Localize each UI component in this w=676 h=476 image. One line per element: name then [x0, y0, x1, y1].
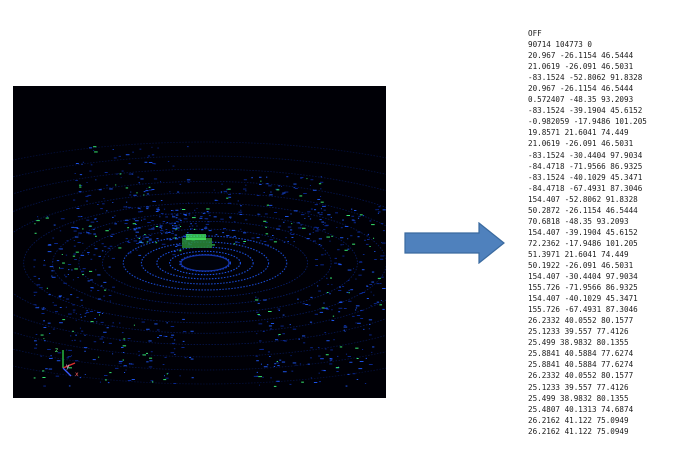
off-file-line: 26.2162 41.122 75.0949	[528, 415, 629, 425]
off-file-line: 50.2872 -26.1154 46.5444	[528, 205, 638, 215]
off-file-line: 154.407 -30.4404 97.9034	[528, 272, 638, 282]
off-file-line: 20.967 -26.1154 46.5444	[528, 51, 634, 61]
off-file-line: 154.407 -39.1904 45.6152	[528, 227, 638, 237]
off-file-line: 155.726 -67.4931 87.3046	[528, 305, 638, 315]
off-file-line: 21.0619 -26.091 46.5031	[528, 62, 634, 72]
axis-gizmo-icon: y x z	[55, 347, 79, 378]
off-file-line: 25.499 38.9832 80.1355	[528, 393, 629, 403]
off-file-line: -83.1524 -39.1904 45.6152	[528, 106, 643, 116]
off-file-line: 26.2332 40.0552 80.1577	[528, 371, 634, 381]
off-file-line: -84.4718 -71.9566 86.9325	[528, 161, 643, 171]
off-file-line: 26.2332 40.0552 80.1577	[528, 316, 634, 326]
off-file-line: 51.3971 21.6041 74.449	[528, 249, 629, 259]
off-file-line: -84.4718 -67.4931 87.3046	[528, 183, 643, 193]
off-file-line: 50.1922 -26.091 46.5031	[528, 260, 634, 270]
off-file-line: 72.2362 -17.9486 101.205	[528, 238, 638, 248]
right-arrow-icon	[404, 221, 506, 268]
axis-label-x: x	[75, 371, 79, 378]
off-file-line: 25.8841 40.5884 77.6274	[528, 360, 634, 370]
off-file-line: 25.4807 40.1313 74.6874	[528, 404, 634, 414]
ego-vehicle	[180, 234, 230, 272]
off-file-line: -83.1524 -52.8062 91.8328	[528, 73, 643, 83]
axis-label-y: y	[66, 363, 70, 370]
axis-label-z: z	[55, 347, 58, 354]
off-file-line: 25.1233 39.557 77.4126	[528, 382, 629, 392]
off-file-line: 21.0619 -26.091 46.5031	[528, 139, 634, 149]
lidar-point-cloud-image: y x z	[13, 86, 386, 398]
off-file-line: 70.6818 -48.35 93.2093	[528, 216, 629, 226]
off-file-line: 154.407 -40.1029 45.3471	[528, 294, 638, 304]
off-file-line: -0.982059 -17.9486 101.205	[528, 117, 647, 127]
off-file-line: 0.572407 -48.35 93.2093	[528, 95, 634, 105]
off-file-line: 20.967 -26.1154 46.5444	[528, 84, 634, 94]
off-file-line: 25.499 38.9832 80.1355	[528, 338, 629, 348]
off-file-line: 25.1233 39.557 77.4126	[528, 327, 629, 337]
off-file-line: 26.2162 41.122 75.0949	[528, 426, 629, 436]
off-file-line: -83.1524 -30.4404 97.9034	[528, 150, 643, 160]
off-file-line: 154.407 -52.8062 91.8328	[528, 194, 638, 204]
off-file-listing: OFF 90714 104773 0 20.967 -26.1154 46.5444…	[528, 28, 674, 437]
scan-rings	[13, 141, 386, 385]
off-file-line: 19.8571 21.6041 74.449	[528, 128, 629, 138]
off-file-line: -83.1524 -40.1029 45.3471	[528, 172, 643, 182]
off-file-line: OFF	[528, 29, 542, 38]
off-file-line: 25.8841 40.5884 77.6274	[528, 349, 634, 359]
off-file-line: 155.726 -71.9566 86.9325	[528, 283, 638, 293]
off-file-line: 90714 104773 0	[528, 40, 593, 50]
point-cloud-render: y x z	[13, 141, 386, 387]
